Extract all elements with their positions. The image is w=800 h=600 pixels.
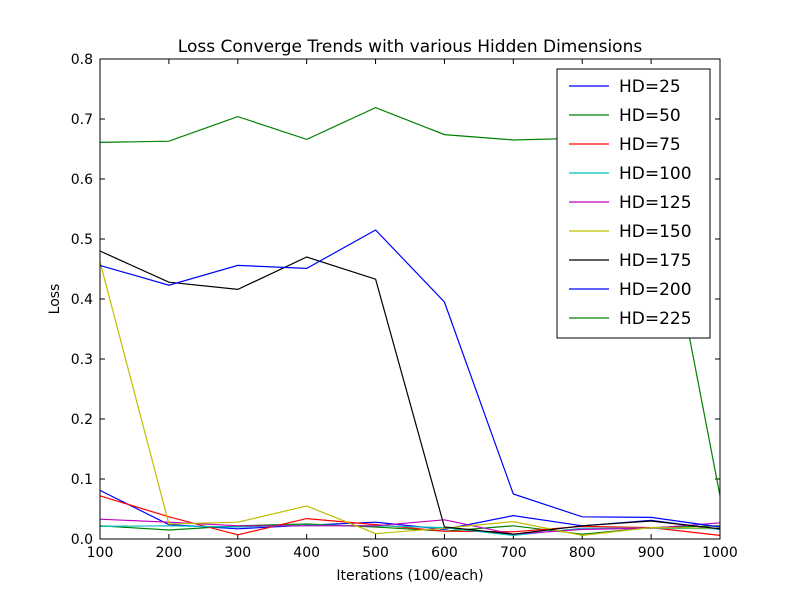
legend-label: HD=75 xyxy=(619,135,681,155)
legend-label: HD=150 xyxy=(619,222,692,242)
x-tick-label: 900 xyxy=(638,545,665,561)
legend-label: HD=25 xyxy=(619,77,681,97)
x-tick-label: 200 xyxy=(156,545,183,561)
x-tick-label: 600 xyxy=(431,545,458,561)
y-tick-label: 0.0 xyxy=(71,532,93,548)
y-tick-label: 0.3 xyxy=(71,352,93,368)
x-axis-title: Iterations (100/each) xyxy=(336,568,483,584)
axis-ticks: 100 200 300 400 500 600 700 800 900 1000 0.0 0.1 0.2… xyxy=(71,52,738,561)
x-tick-label: 500 xyxy=(362,545,389,561)
y-tick-label: 0.2 xyxy=(71,412,93,428)
y-tick-label: 0.8 xyxy=(71,52,93,68)
legend-label: HD=125 xyxy=(619,193,692,213)
legend-label: HD=200 xyxy=(619,280,692,300)
x-tick-label: 1000 xyxy=(702,545,738,561)
legend-label: HD=50 xyxy=(619,106,681,126)
legend-label: HD=100 xyxy=(619,164,692,184)
y-tick-label: 0.4 xyxy=(71,292,93,308)
plot-frame xyxy=(99,58,721,540)
y-axis-title: Loss xyxy=(47,284,63,315)
x-tick-label: 100 xyxy=(87,545,114,561)
legend-label: HD=175 xyxy=(619,251,692,271)
x-tick-label: 800 xyxy=(569,545,596,561)
y-tick-label: 0.7 xyxy=(71,112,93,128)
y-tick-label: 0.5 xyxy=(71,232,93,248)
x-tick-label: 400 xyxy=(293,545,320,561)
y-tick-label: 0.1 xyxy=(71,472,93,488)
series-line-hd-150 xyxy=(99,261,721,537)
series-line-hd-125 xyxy=(99,518,721,535)
legend-label: HD=225 xyxy=(619,309,692,329)
series-lines xyxy=(99,106,721,537)
x-tick-label: 700 xyxy=(500,545,527,561)
legend-box xyxy=(556,68,711,339)
y-tick-label: 0.6 xyxy=(71,172,93,188)
legend: HD=25 HD=50 HD=75 HD=100 HD=125 HD=150 HD=175 H… xyxy=(556,68,711,339)
series-line-hd-200 xyxy=(99,229,721,528)
chart-title: Loss Converge Trends with various Hidden… xyxy=(178,37,643,57)
series-line-hd-175 xyxy=(99,250,721,535)
x-tick-label: 300 xyxy=(224,545,251,561)
